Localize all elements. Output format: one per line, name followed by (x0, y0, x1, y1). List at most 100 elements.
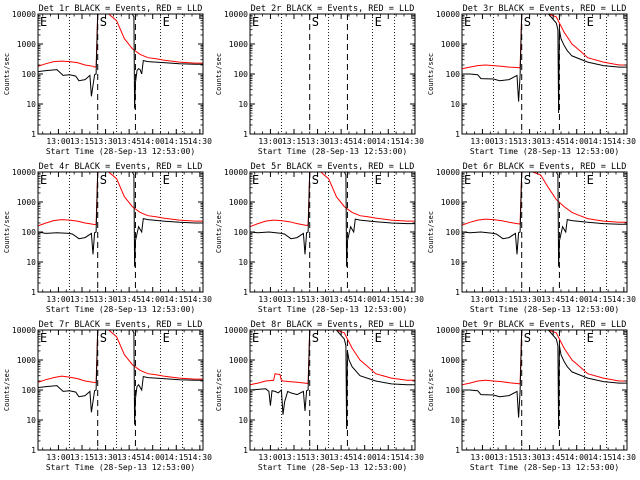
series-lld-line (462, 172, 627, 226)
panel-title: Det 1r BLACK = Events, RED = LLD (39, 4, 203, 14)
series-events-line (250, 172, 415, 267)
y-tick-label: 10 (450, 100, 460, 109)
y-tick-label: 100 (446, 386, 461, 395)
x-axis-label: Start Time (28-Sep-13 12:53:00) (46, 147, 195, 156)
x-tick-label: 14:30 (188, 295, 212, 304)
y-tick-label: 100 (234, 228, 249, 237)
x-tick-label: 14:15 (164, 137, 188, 146)
x-tick-label: 14:00 (141, 295, 165, 304)
x-tick-label: 13:15 (494, 295, 518, 304)
y-axis-label: Counts/sec (215, 53, 223, 95)
x-tick-label: 14:00 (565, 295, 589, 304)
x-tick-label: 13:00 (470, 137, 494, 146)
series-lld-line (250, 172, 415, 228)
panel-frame (37, 329, 204, 451)
x-tick-label: 13:00 (470, 453, 494, 462)
y-tick-label: 10000 (224, 326, 248, 335)
y-tick-label: 10000 (224, 10, 248, 19)
y-axis-label: Counts/sec (215, 369, 223, 411)
y-axis-label: Counts/sec (215, 211, 223, 253)
x-tick-label: 14:30 (400, 137, 424, 146)
x-tick-label: 13:30 (306, 295, 330, 304)
y-tick-label: 1 (31, 446, 36, 455)
flag-label-S: S (524, 15, 531, 29)
x-tick-label: 13:45 (329, 295, 353, 304)
x-tick-label: 14:15 (588, 295, 612, 304)
panel-frame (37, 13, 204, 135)
series-events-line (250, 330, 415, 430)
flag-label-S: S (100, 15, 107, 29)
y-tick-label: 10 (26, 258, 36, 267)
flag-label-E: E (40, 173, 47, 187)
x-tick-label: 14:00 (141, 453, 165, 462)
y-axis-label: Counts/sec (427, 53, 435, 95)
y-tick-label: 1 (455, 446, 460, 455)
x-tick-label: 13:00 (46, 137, 70, 146)
flag-label-E: E (587, 15, 594, 29)
x-tick-label: 14:30 (612, 295, 636, 304)
flag-label-E: E (587, 331, 594, 345)
x-tick-label: 14:30 (612, 453, 636, 462)
y-tick-label: 10000 (436, 168, 460, 177)
panel-frame (249, 13, 416, 135)
y-tick-label: 1000 (229, 198, 248, 207)
panel-frame (461, 171, 628, 293)
flag-label-E: E (40, 331, 47, 345)
y-tick-label: 10 (238, 258, 248, 267)
x-tick-label: 13:15 (494, 453, 518, 462)
x-tick-label: 13:30 (518, 453, 542, 462)
x-tick-label: 14:15 (376, 295, 400, 304)
x-tick-label: 13:30 (94, 137, 118, 146)
panel-det-9r: Det 9r BLACK = Events, RED = LLD Counts/s… (427, 320, 636, 472)
flag-label-E: E (163, 15, 170, 29)
x-tick-label: 13:30 (518, 295, 542, 304)
panel-title: Det 3r BLACK = Events, RED = LLD (463, 4, 627, 14)
y-tick-label: 1000 (17, 356, 36, 365)
flag-label-S: S (100, 331, 107, 345)
x-tick-label: 14:30 (612, 137, 636, 146)
series-events-line (38, 14, 203, 109)
x-tick-label: 13:00 (258, 295, 282, 304)
y-tick-label: 100 (446, 70, 461, 79)
y-tick-label: 1000 (229, 40, 248, 49)
y-tick-label: 100 (22, 70, 37, 79)
x-tick-label: 13:45 (541, 295, 565, 304)
y-tick-label: 1 (31, 288, 36, 297)
x-tick-label: 14:00 (353, 295, 377, 304)
flag-label-E: E (252, 173, 259, 187)
flag-label-E: E (163, 173, 170, 187)
panel-det-2r: Det 2r BLACK = Events, RED = LLD Counts/s… (215, 4, 424, 156)
x-tick-label: 13:30 (306, 137, 330, 146)
panel-det-4r: Det 4r BLACK = Events, RED = LLD Counts/s… (3, 162, 212, 314)
x-tick-label: 14:00 (565, 453, 589, 462)
y-tick-label: 10000 (12, 168, 36, 177)
panel-frame (249, 329, 416, 451)
panel-frame (249, 171, 416, 293)
x-tick-label: 13:30 (306, 453, 330, 462)
panel-title: Det 9r BLACK = Events, RED = LLD (463, 320, 627, 330)
x-axis-label: Start Time (28-Sep-13 12:53:00) (258, 463, 407, 472)
flag-label-S: S (100, 173, 107, 187)
panel-title: Det 5r BLACK = Events, RED = LLD (251, 162, 415, 172)
y-axis-label: Counts/sec (3, 211, 11, 253)
x-tick-label: 14:30 (188, 453, 212, 462)
flag-label-E: E (464, 331, 471, 345)
y-tick-label: 1 (243, 288, 248, 297)
series-lld-line (38, 330, 203, 384)
flag-label-E: E (252, 331, 259, 345)
flag-label-S: S (312, 331, 319, 345)
y-tick-label: 1 (31, 130, 36, 139)
series-events-line (462, 14, 627, 114)
y-tick-label: 10 (26, 100, 36, 109)
y-tick-label: 10 (450, 258, 460, 267)
y-tick-label: 10000 (436, 326, 460, 335)
y-tick-label: 10000 (12, 326, 36, 335)
series-events-line (462, 172, 627, 267)
x-tick-label: 14:15 (588, 137, 612, 146)
x-tick-label: 13:15 (282, 453, 306, 462)
y-axis-label: Counts/sec (427, 369, 435, 411)
panel-frame (37, 171, 204, 293)
series-lld-line (38, 14, 203, 68)
x-tick-label: 13:00 (258, 137, 282, 146)
